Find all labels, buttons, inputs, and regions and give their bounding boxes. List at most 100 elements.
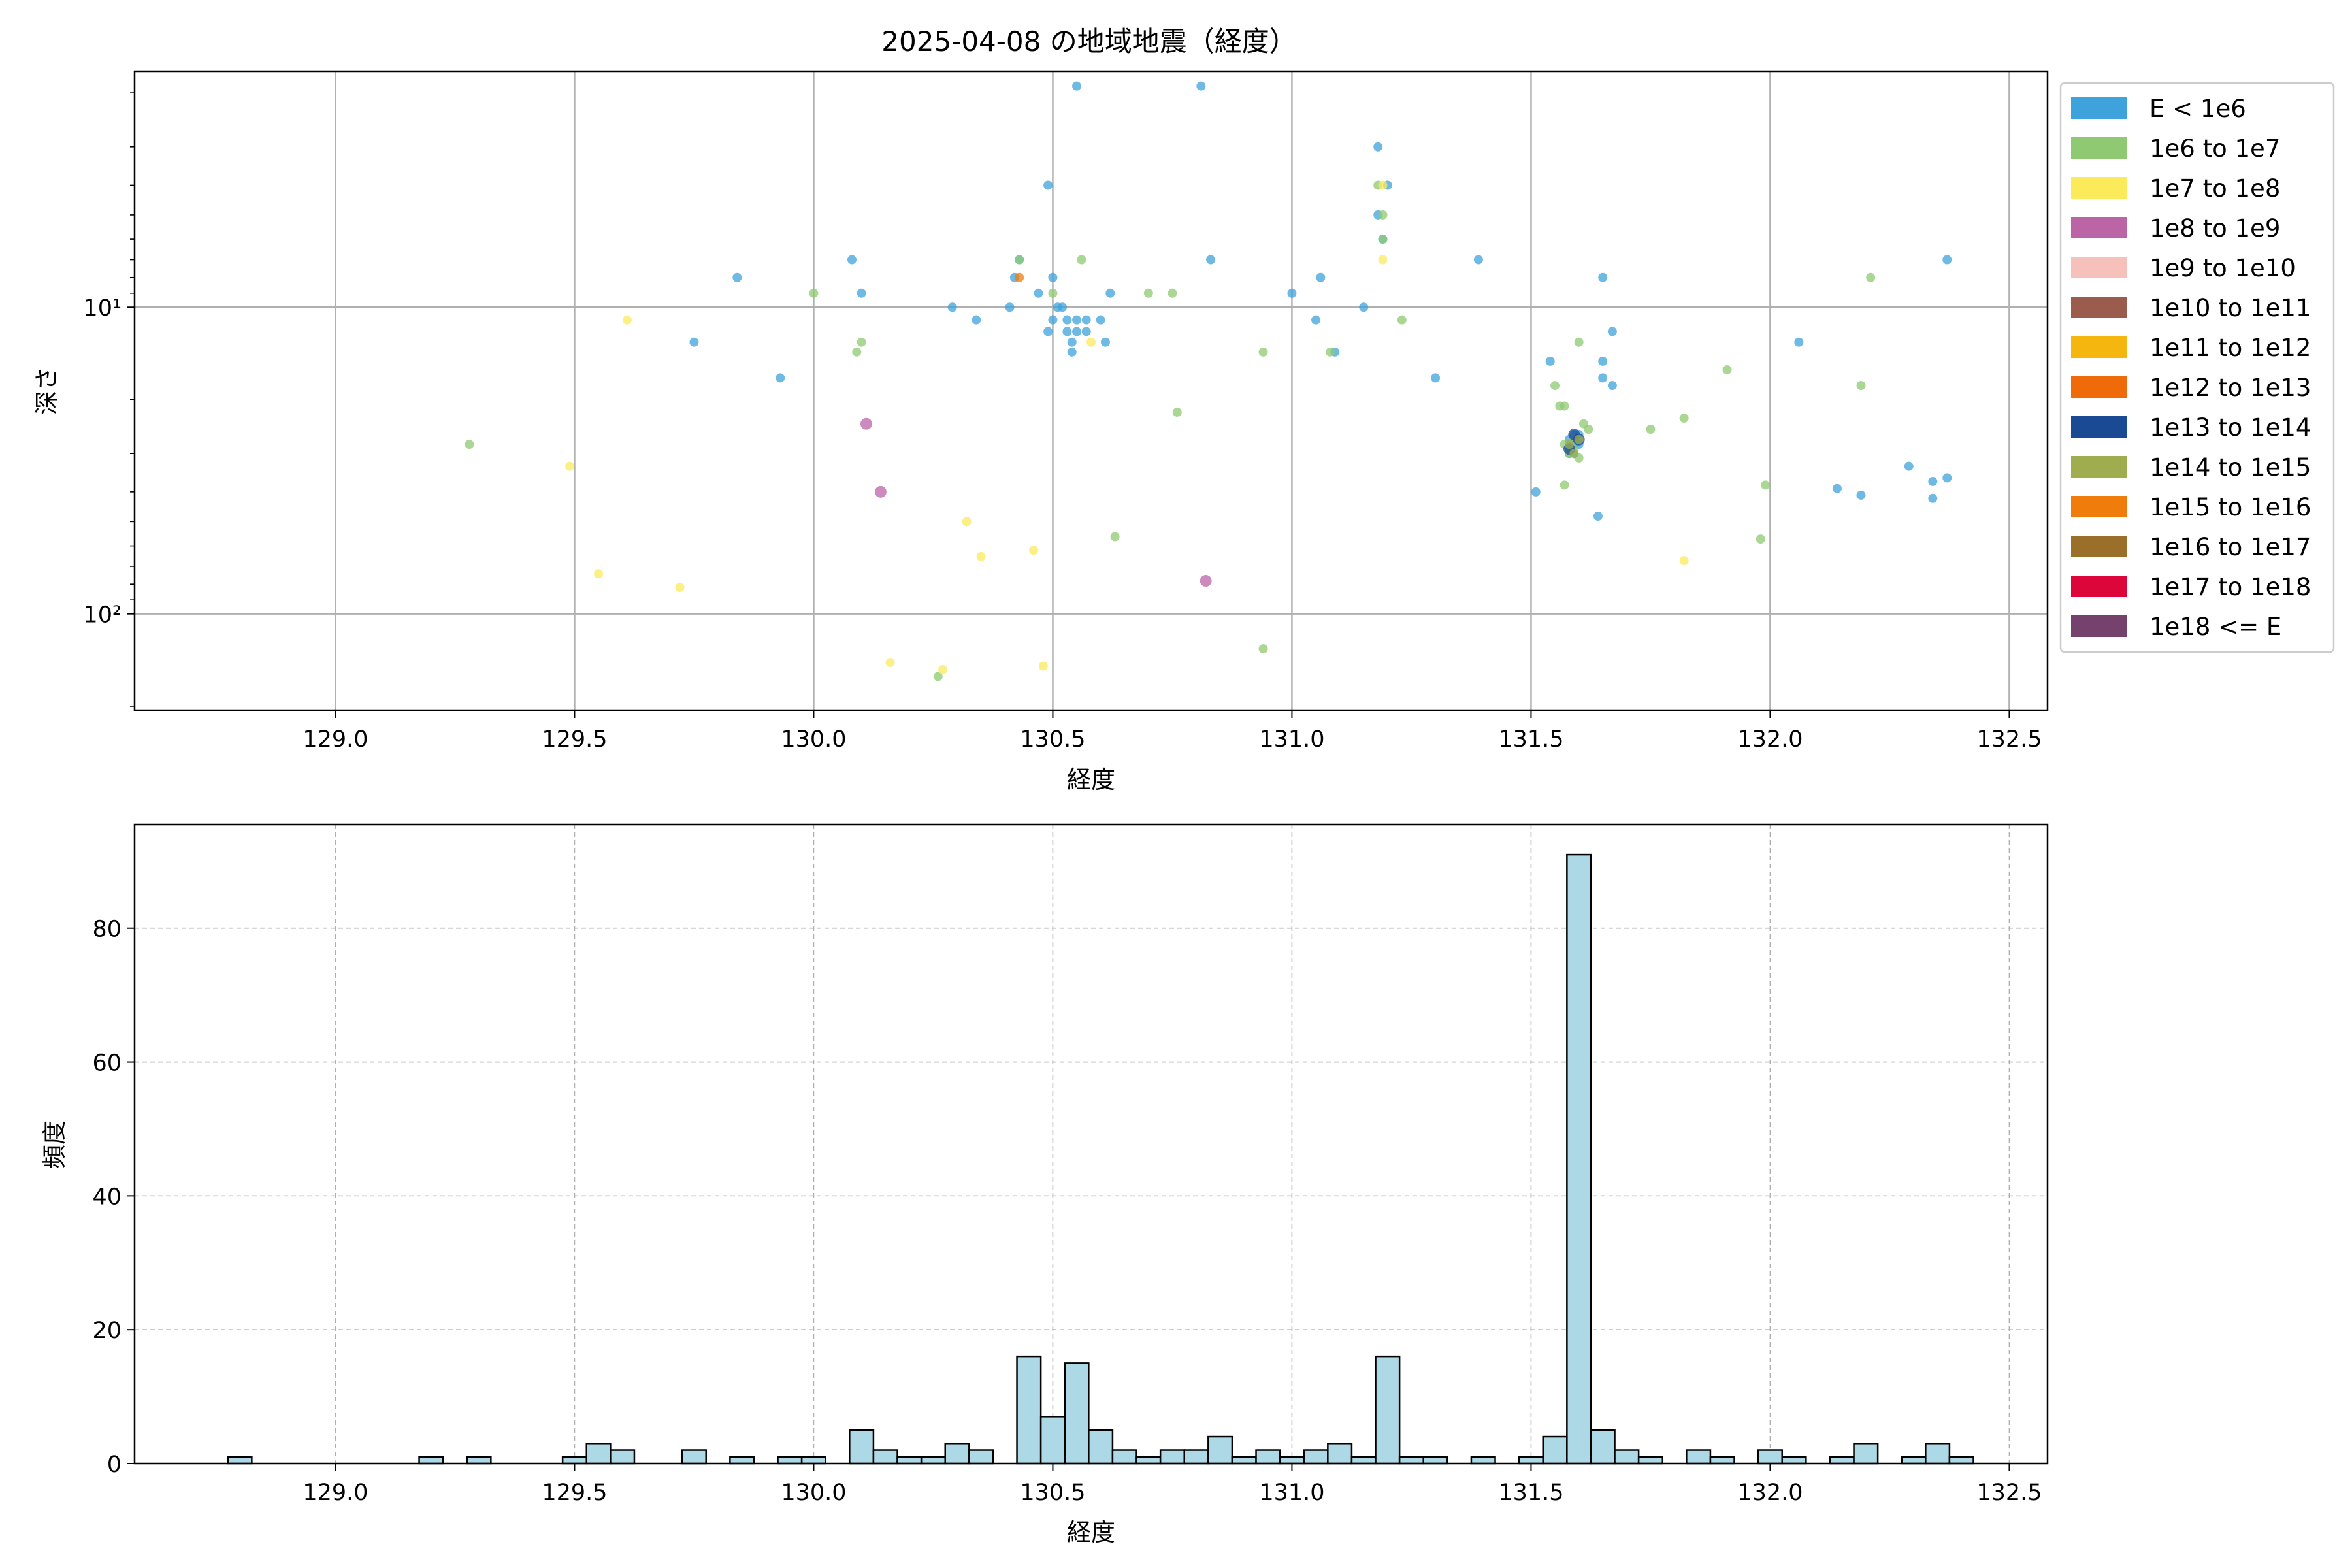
scatter-point (1005, 302, 1015, 312)
scatter-y-axis-label: 深さ (33, 367, 61, 415)
scatter-point (1531, 487, 1541, 497)
histogram-bar (1470, 1456, 1496, 1465)
legend-swatch (2071, 336, 2127, 358)
scatter-point (1574, 337, 1584, 347)
scatter-point (1029, 546, 1039, 555)
scatter-x-tick-label: 129.0 (302, 727, 368, 753)
scatter-point (1756, 534, 1765, 544)
scatter-x-tick-label: 131.0 (1259, 727, 1324, 753)
histogram-x-tick-label: 129.0 (302, 1480, 368, 1506)
scatter-y-axis: 10¹ 10² (83, 92, 135, 707)
scatter-point (962, 517, 972, 527)
histogram-y-tick-label: 80 (92, 917, 122, 943)
scatter-panel: 2025-04-08 の地域地震（経度） 129.0 129.5 130.0 130.… (33, 25, 2335, 794)
histogram-bar (1016, 1355, 1042, 1465)
legend-label: 1e8 to 1e9 (2149, 214, 2280, 242)
scatter-point (1942, 473, 1952, 483)
histogram-bar (777, 1456, 803, 1465)
scatter-point (1856, 381, 1866, 391)
legend-label: 1e7 to 1e8 (2149, 174, 2280, 203)
legend-items: E < 1e6 1e6 to 1e7 1e7 to 1e8 1e8 to 1e9 1e9… (2071, 95, 2311, 641)
scatter-point (1942, 255, 1952, 265)
scatter-point (947, 302, 957, 312)
histogram-y-axis: 0 20 40 60 80 (92, 917, 135, 1478)
scatter-point (1015, 255, 1024, 265)
histogram-x-tick-label: 131.0 (1259, 1480, 1324, 1506)
histogram-x-tick-label: 131.5 (1498, 1480, 1563, 1506)
scatter-x-tick-label: 130.0 (781, 727, 846, 753)
histogram-x-tick-label: 132.0 (1737, 1480, 1803, 1506)
scatter-point (1110, 532, 1120, 542)
legend-label: 1e17 to 1e18 (2149, 573, 2311, 601)
scatter-x-tick-label: 132.0 (1737, 727, 1803, 753)
scatter-point (1048, 315, 1058, 325)
histogram-x-axis-label: 経度 (1067, 1518, 1115, 1546)
scatter-point (1311, 315, 1321, 325)
scatter-point (1593, 512, 1603, 521)
scatter-point (1206, 255, 1215, 265)
scatter-point (732, 272, 742, 282)
scatter-point (1258, 347, 1268, 357)
histogram-bar (1686, 1449, 1712, 1465)
scatter-x-tick-label: 129.5 (542, 727, 607, 753)
scatter-title: 2025-04-08 の地域地震（経度） (881, 25, 1296, 57)
scatter-point (1545, 356, 1555, 366)
scatter-point (885, 658, 895, 668)
histogram-bar (585, 1443, 612, 1465)
scatter-point (860, 417, 872, 430)
scatter-y-tick-label: 10² (83, 602, 122, 629)
legend-frame (2059, 82, 2335, 653)
scatter-point (1794, 337, 1804, 347)
histogram-bar (1422, 1456, 1448, 1465)
scatter-point (1607, 381, 1617, 391)
histogram-y-tick-label: 60 (92, 1051, 122, 1077)
legend-label: 1e15 to 1e16 (2149, 493, 2311, 521)
scatter-point (1359, 302, 1369, 312)
histogram-bar (610, 1449, 636, 1465)
legend-swatch (2071, 416, 2127, 438)
legend-label: E < 1e6 (2149, 95, 2246, 123)
legend-label: 1e13 to 1e14 (2149, 414, 2311, 442)
histogram-bar (1590, 1429, 1616, 1465)
scatter-point (1072, 327, 1082, 336)
histogram-bar (1375, 1355, 1401, 1465)
histogram-y-axis-label: 頻度 (41, 1120, 69, 1169)
scatter-point (1431, 373, 1441, 383)
scatter-point (1081, 315, 1091, 325)
scatter-point (1598, 272, 1608, 282)
histogram-x-tick-label: 130.5 (1020, 1480, 1085, 1506)
histogram-x-tick-label: 130.0 (781, 1480, 846, 1506)
scatter-point (1072, 315, 1082, 325)
histogram-y-tick-label: 0 (107, 1452, 122, 1478)
scatter-point (1832, 483, 1842, 493)
scatter-point (857, 337, 866, 347)
histogram-bar (681, 1449, 707, 1465)
legend-swatch (2071, 376, 2127, 398)
scatter-point (1143, 288, 1153, 298)
histogram-bar (1757, 1449, 1783, 1465)
histogram-bar (466, 1456, 492, 1465)
legend-swatch (2071, 536, 2127, 557)
scatter-point (874, 485, 887, 498)
scatter-point (1096, 315, 1105, 325)
scatter-point (1015, 272, 1024, 282)
scatter-point (1378, 180, 1388, 190)
histogram-bar (968, 1449, 994, 1465)
histogram-bar (1829, 1456, 1855, 1465)
histogram-bar (1614, 1449, 1640, 1465)
scatter-point (1565, 440, 1574, 449)
scatter-point (847, 255, 857, 265)
histogram-bar (944, 1443, 970, 1465)
scatter-point (1062, 315, 1072, 325)
histogram-bar (1566, 853, 1592, 1465)
histogram-bar (872, 1449, 898, 1465)
scatter-point (1598, 356, 1608, 366)
histogram-bar (1853, 1443, 1879, 1465)
scatter-point (1077, 255, 1086, 265)
legend-label: 1e14 to 1e15 (2149, 453, 2311, 482)
scatter-x-axis-label: 経度 (1067, 766, 1115, 794)
scatter-point (1679, 556, 1689, 566)
scatter-point (1560, 480, 1569, 490)
scatter-point (1058, 302, 1068, 312)
scatter-point (1081, 327, 1091, 336)
